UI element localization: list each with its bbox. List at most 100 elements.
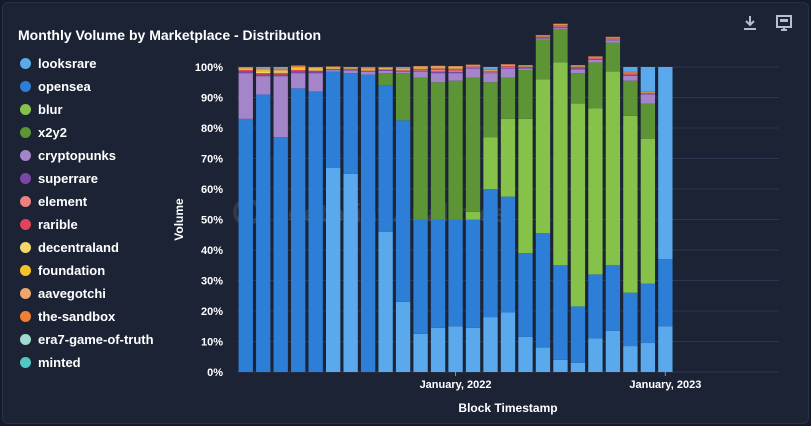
bar-segment-aavegotchi — [343, 67, 358, 69]
bar-segment-cryptopunks — [430, 73, 446, 83]
bar-segment-opensea — [605, 265, 621, 331]
legend-item-x2y2[interactable]: x2y2 — [20, 121, 180, 144]
legend-item-foundation[interactable]: foundation — [20, 259, 180, 282]
y-tick-label: 50% — [201, 215, 223, 227]
bar-segment-opensea — [500, 196, 516, 313]
bar-segment-remainder — [623, 67, 638, 72]
legend-dot-icon — [20, 104, 31, 115]
bar-segment-aavegotchi — [535, 35, 551, 36]
bar-segment-element — [413, 69, 428, 71]
legend-item-superrare[interactable]: superrare — [20, 167, 180, 190]
bar-segment-rarible — [395, 70, 411, 71]
legend-item-decentraland[interactable]: decentraland — [20, 236, 180, 259]
legend-item-minted[interactable]: minted — [20, 351, 180, 374]
bar-segment-x2y2 — [570, 73, 586, 104]
bar-segment-cryptopunks — [273, 76, 288, 138]
bar-segment-cryptopunks — [500, 68, 516, 78]
bar-segment-element — [430, 69, 446, 72]
legend-label: looksrare — [38, 56, 97, 71]
y-tick-label: 30% — [201, 276, 223, 288]
bar-segment-looksrare — [640, 343, 656, 372]
bar-segment-opensea — [535, 233, 551, 348]
bar-segment-aavegotchi — [500, 64, 516, 66]
bar-segment-opensea — [553, 265, 568, 360]
bar-segment-aavegotchi — [588, 56, 603, 58]
bar-segment-element — [588, 58, 603, 60]
bar-segment-foundation — [395, 69, 411, 71]
bar-segment-opensea — [308, 91, 323, 373]
bar-segment-superrare — [465, 67, 481, 69]
y-tick-label: 70% — [201, 154, 223, 166]
legend-label: aavegotchi — [38, 286, 106, 301]
bar-segment-aavegotchi — [605, 37, 621, 38]
bar-segment-looksrare — [413, 333, 428, 372]
bar-segment-decentraland — [238, 69, 253, 71]
bar-segment-rarible — [500, 66, 516, 67]
x-tick-label: January, 2022 — [420, 379, 492, 391]
bar-segment-blur — [465, 211, 481, 220]
download-icon[interactable] — [741, 14, 759, 32]
y-tick-label: 20% — [201, 306, 223, 318]
bar-segment-superrare — [378, 70, 393, 71]
legend-item-rarible[interactable]: rarible — [20, 213, 180, 236]
bar-segment-aavegotchi — [395, 68, 411, 70]
bar-segment-superrare — [430, 71, 446, 74]
legend-item-opensea[interactable]: opensea — [20, 75, 180, 98]
legend-item-blur[interactable]: blur — [20, 98, 180, 121]
legend-label: foundation — [38, 263, 106, 278]
bar-segment-x2y2 — [553, 28, 568, 63]
bar-segment-aavegotchi — [256, 69, 271, 71]
bar-segment-looksrare — [343, 173, 358, 372]
y-tick-label: 0% — [207, 367, 223, 379]
bar-segment-foundation — [308, 68, 323, 71]
bar-segment-opensea — [238, 118, 253, 372]
x-tick-label: January, 2023 — [629, 379, 701, 391]
bar-segment-opensea — [623, 292, 638, 347]
bar-segment-superrare — [343, 69, 358, 71]
legend-label: the-sandbox — [38, 309, 116, 324]
bar-segment-superrare — [308, 71, 323, 74]
bar-segment-cryptopunks — [325, 70, 341, 72]
bar-segment-rarible — [588, 57, 603, 59]
bar-segment-element — [605, 38, 621, 40]
bar-segment-opensea — [395, 120, 411, 302]
bar-segment-remainder — [395, 67, 411, 69]
save-image-icon[interactable] — [775, 14, 793, 32]
bar-segment-rarible — [343, 69, 358, 70]
bar-segment-cryptopunks — [640, 94, 656, 104]
bar-segment-foundation — [238, 68, 253, 70]
legend-item-the-sandbox[interactable]: the-sandbox — [20, 305, 180, 328]
legend-dot-icon — [20, 265, 31, 276]
bar-segment-rarible — [535, 36, 551, 38]
bar-segment-rarible — [605, 38, 621, 39]
legend-item-element[interactable]: element — [20, 190, 180, 213]
bar-segment-aavegotchi — [291, 66, 306, 68]
bar-segment-foundation — [273, 70, 288, 73]
bar-segment-element — [465, 67, 481, 68]
bar-segment-superrare — [570, 68, 586, 70]
bar-segment-cryptopunks — [465, 68, 481, 78]
legend-dot-icon — [20, 242, 31, 253]
legend-dot-icon — [20, 196, 31, 207]
legend-item-era7-game-of-truth[interactable]: era7-game-of-truth — [20, 328, 180, 351]
legend-item-aavegotchi[interactable]: aavegotchi — [20, 282, 180, 305]
bar-segment-the-sandbox — [238, 67, 253, 68]
legend-item-looksrare[interactable]: looksrare — [20, 52, 180, 75]
bar-segment-looksrare — [588, 338, 603, 372]
bar-segment-opensea — [465, 219, 481, 328]
legend-item-cryptopunks[interactable]: cryptopunks — [20, 144, 180, 167]
bar-segment-element — [500, 67, 516, 68]
legend-dot-icon — [20, 334, 31, 345]
bar-segment-x2y2 — [588, 62, 603, 109]
bar-segment-blur — [483, 137, 498, 189]
bar-segment-remainder — [360, 67, 376, 68]
bar-segment-opensea — [483, 189, 498, 318]
bar-segment-x2y2 — [500, 77, 516, 119]
bar-segment-cryptopunks — [256, 76, 271, 95]
bar-segment-element — [553, 26, 568, 28]
legend-dot-icon — [20, 150, 31, 161]
bar-segment-remainder — [483, 67, 498, 70]
bar-segment-aavegotchi — [483, 69, 498, 71]
bar-segment-remainder — [273, 67, 288, 69]
bar-segment-rarible — [448, 69, 463, 71]
